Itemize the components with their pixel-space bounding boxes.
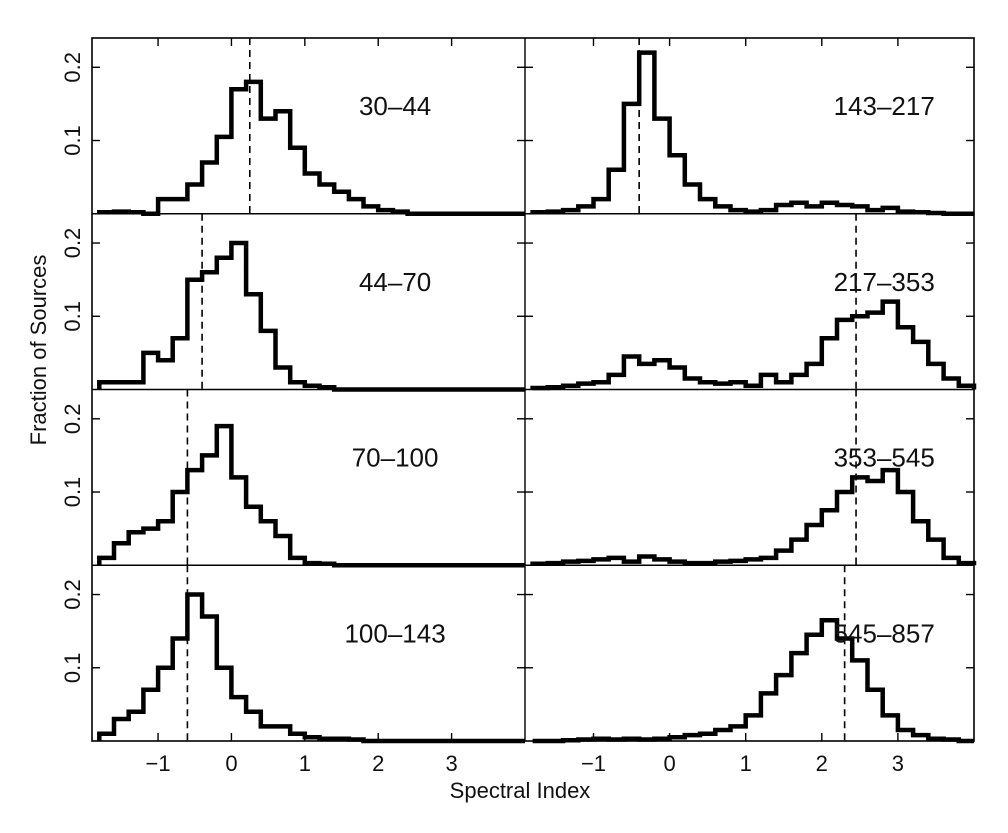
panel: 44–70 0.1 0.2: [60, 213, 525, 392]
panel-label: 44–70: [359, 267, 431, 297]
x-tick-label: −1: [581, 751, 606, 776]
ticks: −1 0 1 2 3 −1 0 1 2 3: [146, 38, 904, 776]
dividers: [92, 38, 974, 741]
histogram-series: [530, 299, 977, 391]
y-tick-label: 0.2: [60, 579, 85, 610]
histogram-series: [97, 240, 525, 392]
y-tick-label: 0.1: [60, 301, 85, 332]
histogram-series: [97, 592, 525, 744]
y-tick-label: 0.2: [60, 52, 85, 83]
panel: 143–217: [525, 38, 974, 217]
x-tick-label: 2: [816, 751, 828, 776]
panel: 217–353: [525, 213, 977, 391]
panel-label: 100–143: [344, 618, 445, 648]
panel-label: 30–44: [359, 91, 431, 121]
y-tick-label: 0.2: [60, 404, 85, 435]
panel-label: 353–545: [834, 443, 935, 473]
panel: 353–545: [525, 389, 977, 567]
histogram-series: [97, 423, 525, 568]
x-axis-label: Spectral Index: [450, 778, 591, 803]
x-tick-label: 1: [299, 751, 311, 776]
panel: 545–857: [525, 565, 974, 744]
x-tick-label: 0: [663, 751, 675, 776]
panel: 30–44 0.1 0.2: [60, 38, 525, 217]
x-tick-label: 3: [892, 751, 904, 776]
panel-label: 70–100: [352, 443, 439, 473]
y-tick-label: 0.1: [60, 125, 85, 156]
panel-label: 143–217: [834, 91, 935, 121]
histogram-series: [532, 617, 974, 744]
histogram-series: [97, 79, 525, 217]
panel: 100–143 0.1 0.2: [60, 565, 525, 744]
histogram-series: [530, 467, 977, 567]
x-tick-label: −1: [146, 751, 171, 776]
y-tick-label: 0.2: [60, 228, 85, 259]
y-tick-label: 0.1: [60, 653, 85, 684]
x-tick-label: 3: [445, 751, 457, 776]
y-axis-label: Fraction of Sources: [26, 255, 51, 446]
panel-label: 545–857: [834, 618, 935, 648]
panel: 70–100 0.1 0.2: [60, 389, 525, 568]
histogram-series: [530, 50, 974, 217]
x-tick-label: 0: [225, 751, 237, 776]
x-tick-label: 1: [740, 751, 752, 776]
panel-label: 217–353: [834, 267, 935, 297]
y-tick-label: 0.1: [60, 477, 85, 508]
x-tick-label: 2: [372, 751, 384, 776]
